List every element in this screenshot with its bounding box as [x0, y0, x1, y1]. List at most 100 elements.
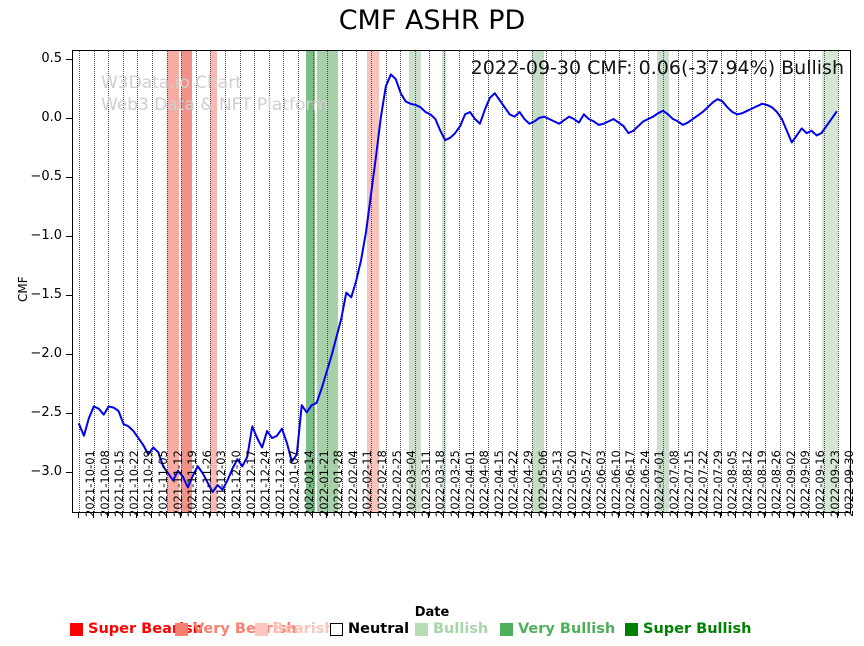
- x-axis-tick-mark: [603, 513, 605, 518]
- legend-label: Super Bearish: [88, 621, 203, 637]
- x-axis-tick-label: 2022-07-29: [710, 450, 725, 517]
- grid-line: [312, 51, 314, 512]
- x-axis-tick-label: 2022-01-14: [302, 450, 317, 517]
- x-axis-tick-mark: [107, 513, 109, 518]
- x-axis-tick-label: 2022-01-07: [287, 450, 302, 517]
- grid-line: [487, 51, 489, 512]
- x-axis-tick-label: 2022-08-26: [769, 450, 784, 517]
- grid-line: [648, 51, 650, 512]
- x-axis-tick-mark: [253, 513, 255, 518]
- cmf-line-series: [77, 73, 838, 494]
- x-axis-tick-mark: [121, 513, 123, 518]
- x-axis-tick-mark: [764, 513, 766, 518]
- legend-swatch-icon: [175, 622, 188, 636]
- grid-line: [444, 51, 446, 512]
- x-axis-tick-mark: [720, 513, 722, 518]
- x-axis-tick-mark: [662, 513, 664, 518]
- grid-line: [502, 51, 504, 512]
- legend-item[interactable]: Super Bullish: [625, 619, 751, 639]
- grid-line: [765, 51, 767, 512]
- x-axis-tick-label: 2022-05-13: [550, 450, 565, 517]
- legend-swatch-icon: [415, 622, 428, 636]
- grid-line: [371, 51, 373, 512]
- grid-line: [166, 51, 168, 512]
- x-axis-tick-label: 2022-04-22: [506, 450, 521, 517]
- grid-line: [575, 51, 577, 512]
- grid-line: [210, 51, 212, 512]
- sentiment-band: [531, 51, 545, 512]
- x-axis-tick-mark: [428, 513, 430, 518]
- x-axis-tick-mark: [136, 513, 138, 518]
- legend-label: Neutral: [348, 621, 410, 637]
- sentiment-band: [210, 51, 217, 512]
- x-axis-tick-label: 2022-02-25: [389, 450, 404, 517]
- grid-line: [560, 51, 562, 512]
- grid-line: [122, 51, 124, 512]
- x-axis-tick-label: 2022-05-06: [535, 450, 550, 517]
- x-axis-tick-mark: [647, 513, 649, 518]
- legend-item[interactable]: Bullish: [415, 619, 488, 639]
- x-axis-tick-mark: [559, 513, 561, 518]
- x-axis-tick-mark: [151, 513, 152, 518]
- x-axis-tick-label: 2022-02-04: [345, 450, 360, 517]
- current-value-annotation: 2022-09-30 CMF: 0.06(-37.94%) Bullish: [470, 57, 844, 79]
- x-axis-tick-mark: [516, 513, 518, 518]
- grid-line: [531, 51, 533, 512]
- x-axis-tick-label: 2022-06-10: [608, 450, 623, 517]
- x-axis-tick-mark: [311, 513, 313, 518]
- legend-item[interactable]: Very Bullish: [500, 619, 615, 639]
- x-axis-tick-mark: [793, 513, 795, 518]
- x-axis-tick-label: 2022-04-01: [462, 450, 477, 517]
- x-axis-tick-label: 2022-08-19: [754, 450, 769, 517]
- x-axis-tick-label: 2022-09-23: [827, 450, 842, 517]
- x-axis-tick-mark: [180, 513, 182, 518]
- x-axis-label: Date: [414, 605, 450, 620]
- plot-area: W3Data.io Chart Web3 Data & NFT Platform…: [72, 50, 851, 513]
- x-axis-tick-mark: [574, 513, 576, 518]
- watermark-line-1: W3Data.io Chart: [101, 73, 242, 93]
- grid-line: [385, 51, 387, 512]
- x-axis-tick-mark: [224, 513, 226, 518]
- grid-line: [298, 51, 300, 512]
- x-axis-tick-label: 2022-01-28: [331, 450, 346, 517]
- x-axis-tick-mark: [209, 513, 211, 518]
- grid-line: [838, 51, 840, 512]
- x-axis-tick-mark: [808, 513, 810, 518]
- grid-line: [633, 51, 635, 512]
- x-axis-tick-label: 2021-11-19: [185, 450, 200, 517]
- grid-line: [239, 51, 241, 512]
- x-axis-tick-mark: [384, 513, 386, 518]
- x-axis-tick-label: 2021-10-01: [83, 450, 97, 517]
- legend-item[interactable]: Super Bearish: [70, 619, 203, 639]
- x-axis-tick-mark: [326, 513, 328, 518]
- grid-line: [254, 51, 256, 512]
- grid-line: [619, 51, 621, 512]
- x-axis-tick-mark: [618, 513, 620, 518]
- x-axis-tick-label: 2022-09-30: [842, 450, 857, 517]
- x-axis-tick-label: 2022-07-22: [696, 450, 711, 517]
- y-axis-tick-label: −3.0: [30, 463, 62, 479]
- x-axis-tick-label: 2022-03-18: [433, 450, 448, 517]
- x-axis-tick-label: 2022-06-17: [623, 450, 638, 517]
- x-axis-tick-mark: [691, 513, 693, 518]
- x-axis-tick-mark: [165, 513, 167, 518]
- legend-label: Bullish: [433, 621, 489, 637]
- legend-item[interactable]: Very Bearish: [175, 619, 297, 639]
- x-axis-tick-label: 2021-11-12: [170, 450, 185, 517]
- x-axis-tick-label: 2021-10-22: [126, 450, 141, 517]
- legend-swatch-icon: [625, 622, 638, 636]
- legend-item[interactable]: Bearish: [255, 619, 335, 639]
- grid-line: [79, 51, 80, 512]
- y-axis-label: CMF: [16, 275, 30, 302]
- x-axis-tick-label: 2022-06-24: [637, 450, 652, 517]
- x-axis-tick-label: 2022-09-09: [798, 450, 813, 517]
- x-axis-tick-mark: [457, 513, 459, 518]
- legend-item[interactable]: Neutral: [330, 619, 409, 639]
- x-axis-tick-label: 2021-10-15: [112, 450, 127, 517]
- x-axis-tick-mark: [92, 513, 94, 518]
- grid-line: [779, 51, 781, 512]
- x-axis-tick-mark: [355, 513, 357, 518]
- y-axis-tick-label: 0.5: [41, 51, 62, 67]
- x-axis-tick-mark: [735, 513, 737, 518]
- x-axis-tick-mark: [837, 513, 839, 518]
